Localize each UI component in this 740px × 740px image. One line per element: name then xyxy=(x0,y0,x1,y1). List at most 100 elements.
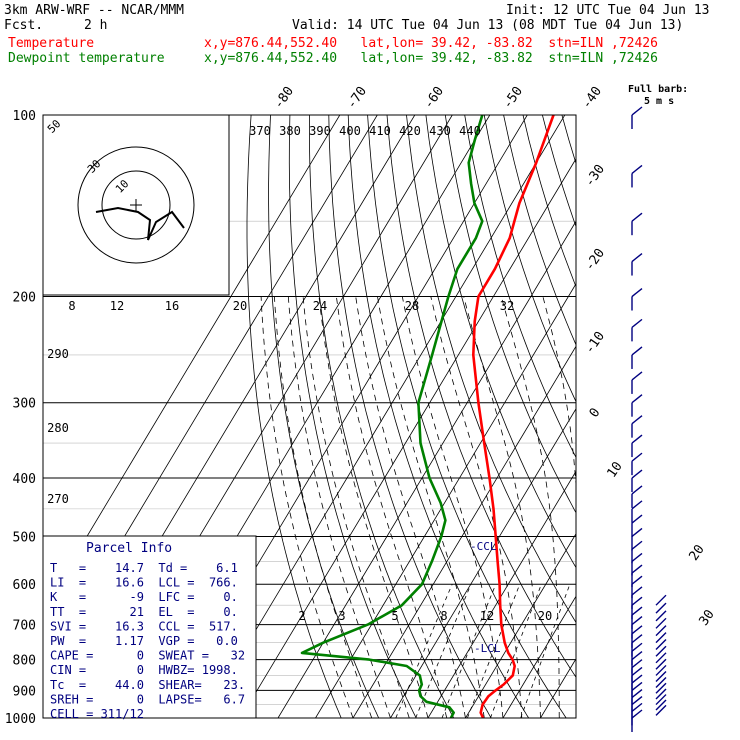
pressure-tick-label: 900 xyxy=(13,684,36,699)
wind-barb xyxy=(655,639,667,651)
dry-adiabat xyxy=(328,115,492,718)
isotherm-label: 20 xyxy=(686,542,707,563)
wind-scale-label: 32 xyxy=(500,299,514,313)
wind-barb xyxy=(631,514,643,524)
dry-adiabat xyxy=(561,115,576,165)
isotherm-label: -20 xyxy=(582,246,608,274)
wind-scale-label: 12 xyxy=(110,299,124,313)
wind-barb xyxy=(655,617,667,629)
isotherm xyxy=(390,408,576,718)
isotherm-label: -30 xyxy=(582,162,608,190)
parcel-info-box: Parcel Info T = 14.7 Td = 6.1LI = 16.6 L… xyxy=(42,535,257,721)
isotherm-label: 30 xyxy=(696,607,717,628)
dry-adiabat xyxy=(483,115,576,403)
wind-barb xyxy=(631,674,643,684)
wind-barb xyxy=(655,610,667,622)
wind-barb xyxy=(631,253,643,263)
wind-barb xyxy=(631,681,643,691)
isotherm-label: 0 xyxy=(587,405,604,420)
init-time: Init: 12 UTC Tue 04 Jun 13 xyxy=(506,3,710,18)
mixing-ratio-line xyxy=(490,584,542,718)
isotherm xyxy=(616,115,740,718)
isotherm-label: -80 xyxy=(271,84,297,112)
wind-barb xyxy=(631,164,643,174)
dry-adiabat xyxy=(425,115,576,569)
forecast-label: Fcst. xyxy=(4,18,44,33)
parcel-info-title: Parcel Info xyxy=(86,541,172,556)
mixing-ratio-line xyxy=(395,584,453,718)
mixing-ratio-label: 3 xyxy=(338,609,345,623)
pressure-tick-label: 100 xyxy=(13,109,36,124)
wind-barb xyxy=(631,318,643,328)
wind-barbs xyxy=(631,106,667,732)
isotherm-label: -50 xyxy=(500,84,526,112)
model-title: 3km ARW-WRF -- NCAR/MMM xyxy=(4,3,185,18)
mixing-ratio-label: 8 xyxy=(440,609,447,623)
theta-label: 370 xyxy=(249,124,271,138)
theta-label: 410 xyxy=(369,124,391,138)
dry-adiabat xyxy=(347,115,530,718)
dry-adiabat-label: 290 xyxy=(47,347,69,361)
mixing-ratio-label: 12 xyxy=(480,609,494,623)
temperature-legend-name: Temperature xyxy=(8,36,95,51)
wind-barb xyxy=(631,596,643,606)
hodograph-inset: 50 30 10 xyxy=(42,114,230,296)
isotherm xyxy=(465,533,576,718)
moist-adiabat xyxy=(302,296,410,718)
wind-barb xyxy=(631,634,643,644)
isotherm-label: -70 xyxy=(344,84,370,112)
parcel-info-row: SVI = 16.3 CCL = 517. xyxy=(50,619,238,633)
wind-barb xyxy=(631,452,643,462)
parcel-info-row: CAPE = 0 SWEAT = 32 xyxy=(50,649,245,663)
pressure-tick-label: 200 xyxy=(13,291,36,306)
wind-scale-label: 24 xyxy=(313,299,327,313)
wind-barb xyxy=(631,394,643,404)
moist-adiabat xyxy=(318,296,429,718)
dry-adiabat xyxy=(386,115,576,678)
wind-barb xyxy=(631,540,643,550)
wind-barb xyxy=(631,642,643,652)
dry-adiabat xyxy=(620,115,740,718)
wind-barb xyxy=(655,676,667,688)
isotherm-label: -40 xyxy=(579,84,605,112)
lcl-marker: -LCL xyxy=(474,642,501,655)
wind-barb xyxy=(631,469,643,479)
moist-adiabat xyxy=(401,296,504,718)
wind-barb xyxy=(631,625,643,635)
dewpoint-legend-info: x,y=876.44,552.40 lat,lon= 39.42, -83.82… xyxy=(204,51,658,66)
wind-scale-label: 16 xyxy=(165,299,179,313)
hodograph-ring-inner xyxy=(101,170,171,240)
isotherm xyxy=(502,595,576,718)
plot-frame xyxy=(42,114,577,719)
dry-adiabat xyxy=(659,115,740,718)
dry-adiabat-label: 270 xyxy=(47,492,69,506)
forecast-value: 2 h xyxy=(84,18,108,33)
dry-adiabat xyxy=(581,115,740,718)
wind-barb xyxy=(631,371,643,381)
wind-barb xyxy=(631,434,643,444)
dry-adiabat xyxy=(464,115,576,459)
wind-barb xyxy=(631,575,643,585)
dry-adiabat xyxy=(367,115,567,718)
wind-barb xyxy=(655,664,667,676)
barb-note-line1: Full barb: xyxy=(628,84,688,95)
wind-barb xyxy=(631,606,643,616)
moist-adiabat xyxy=(500,296,560,718)
moist-adiabat xyxy=(287,296,391,718)
moist-adiabat xyxy=(463,296,541,718)
mixing-ratio-line xyxy=(441,584,497,718)
parcel-info-row: TT = 21 EL = 0. xyxy=(50,605,238,619)
wind-barb xyxy=(631,651,643,661)
pressure-tick-label: 500 xyxy=(13,530,36,545)
wind-barb xyxy=(631,485,643,495)
wind-barb xyxy=(655,694,667,706)
isotherm xyxy=(202,115,566,718)
wind-barb xyxy=(631,212,643,222)
wind-barb xyxy=(655,652,667,664)
mixing-ratio-label: 5 xyxy=(391,609,398,623)
wind-barb xyxy=(655,602,667,614)
parcel-info-row: LI = 16.6 LCL = 766. xyxy=(50,576,238,590)
wind-barb xyxy=(631,500,643,510)
